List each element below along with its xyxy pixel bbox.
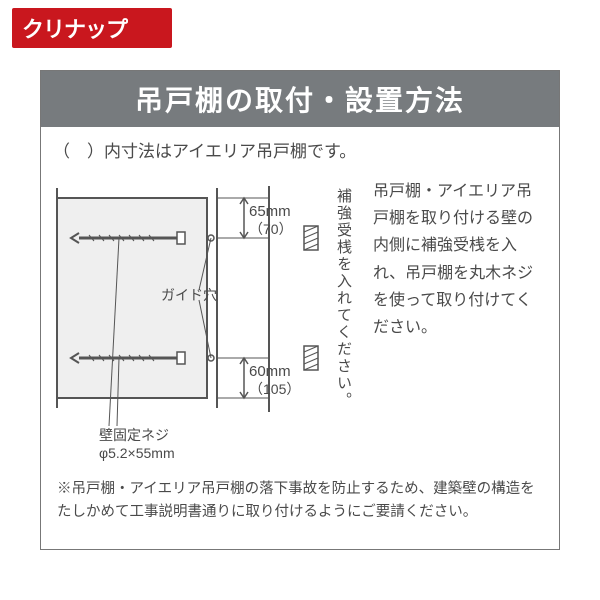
vertical-note: 補強受桟を入れてください。 xyxy=(333,188,354,409)
dim-bottom-value: 60mm xyxy=(249,363,291,380)
instruction-frame: 吊戸棚の取付・設置方法 （ ）内寸法はアイエリア吊戸棚です。 xyxy=(40,70,560,550)
content-row: ガイド穴 壁固定ネジ φ5.2×55mm 65mm （70） xyxy=(41,168,559,468)
reinforcement-bar-icon xyxy=(304,226,318,250)
mounting-diagram: ガイド穴 壁固定ネジ φ5.2×55mm 65mm （70） xyxy=(49,168,369,468)
wall-screw-label: 壁固定ネジ xyxy=(99,427,169,443)
reinforcement-bar-icon xyxy=(304,346,318,370)
side-paragraph: 吊戸棚・アイエリア吊戸棚を取り付ける壁の内側に補強受桟を入れ、吊戸棚を丸木ネジを… xyxy=(369,168,549,468)
brand-logo: クリナップ xyxy=(12,8,172,48)
brand-logo-text: クリナップ xyxy=(12,8,172,48)
guide-hole-label: ガイド穴 xyxy=(161,287,217,303)
title-band: 吊戸棚の取付・設置方法 xyxy=(41,71,559,127)
dim-top-paren: （70） xyxy=(249,221,293,237)
dim-top-value: 65mm xyxy=(249,203,291,220)
footer-note: ※吊戸棚・アイエリア吊戸棚の落下事故を防止するため、建築壁の構造をたしかめて工事… xyxy=(41,468,559,524)
subtitle: （ ）内寸法はアイエリア吊戸棚です。 xyxy=(41,127,559,168)
dim-bottom-paren: （105） xyxy=(249,381,300,397)
wall-screw-spec: φ5.2×55mm xyxy=(99,445,175,461)
